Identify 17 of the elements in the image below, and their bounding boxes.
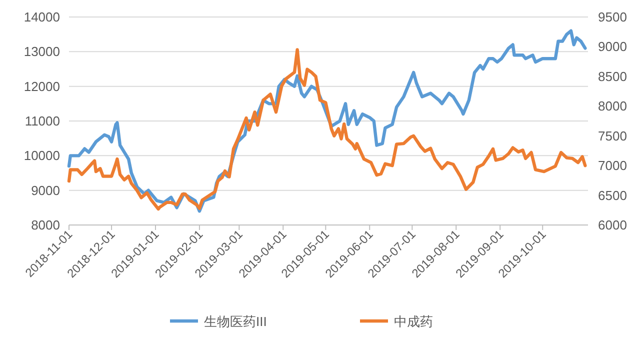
y-tick-label: 10000 (24, 148, 60, 164)
y2-tick-label: 7500 (598, 128, 627, 144)
y-tick-label: 12000 (24, 78, 60, 94)
y2-tick-label: 6500 (598, 188, 627, 203)
y-tick-label: 13000 (24, 44, 60, 60)
y-tick-label: 11000 (24, 114, 60, 128)
y-tick-label: 14000 (24, 10, 60, 24)
y-tick-label: 9000 (31, 182, 60, 198)
y2-tick-label: 8000 (598, 98, 627, 114)
y2-tick-label: 9500 (598, 10, 627, 24)
legend-label: 生物医药III (204, 314, 267, 329)
y2-tick-label: 8500 (598, 68, 627, 84)
y2-tick-label: 7000 (598, 158, 627, 174)
legend-label: 中成药 (394, 314, 433, 329)
y2-tick-label: 9000 (598, 39, 627, 54)
y2-tick-label: 6000 (598, 218, 627, 232)
y-tick-label: 8000 (31, 218, 60, 232)
